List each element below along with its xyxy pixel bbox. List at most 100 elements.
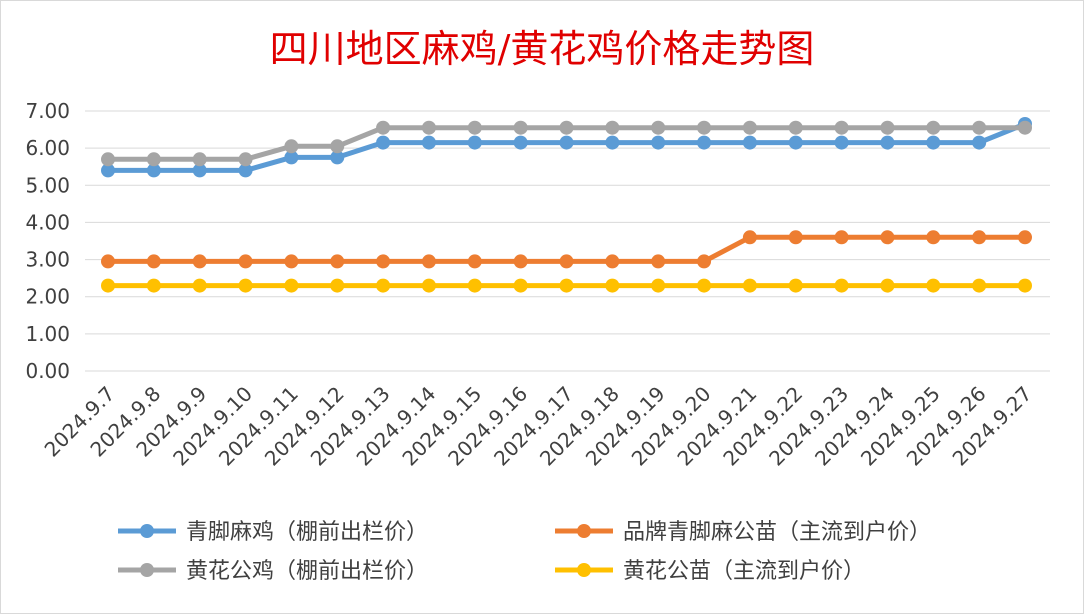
data-point — [101, 163, 115, 178]
legend: 青脚麻鸡（棚前出栏价） 品牌青脚麻公苗（主流到户价） 黄花公鸡（棚前出栏价） 黄花公苗… — [118, 520, 931, 584]
data-point — [880, 230, 895, 245]
data-point — [834, 135, 849, 150]
legend-item: 品牌青脚麻公苗（主流到户价） — [555, 520, 931, 545]
series-2 — [101, 120, 1032, 167]
chart-title: 四川地区麻鸡/黄花鸡价格走势图 — [269, 27, 815, 71]
series-group — [101, 117, 1032, 293]
data-point — [330, 278, 345, 293]
y-tick-label: 6.00 — [25, 136, 70, 160]
data-point — [788, 120, 803, 135]
data-point — [880, 120, 895, 135]
data-point — [788, 135, 803, 150]
data-point — [146, 163, 161, 178]
data-point — [467, 254, 482, 269]
data-point — [742, 135, 757, 150]
legend-label: 黄花公苗（主流到户价） — [623, 559, 865, 584]
legend-item: 黄花公苗（主流到户价） — [555, 559, 865, 584]
legend-item: 青脚麻鸡（棚前出栏价） — [118, 520, 428, 545]
data-point — [926, 135, 941, 150]
series-3 — [101, 278, 1032, 293]
data-point — [880, 135, 895, 150]
y-tick-label: 7.00 — [25, 99, 70, 123]
y-tick-labels: 0.00 1.00 2.00 3.00 4.00 5.00 6.00 7.00 — [25, 99, 70, 383]
data-point — [697, 120, 712, 135]
data-point — [651, 120, 666, 135]
series-0 — [101, 117, 1032, 178]
data-point — [605, 278, 620, 293]
legend-label: 品牌青脚麻公苗（主流到户价） — [623, 520, 931, 545]
data-point — [972, 135, 987, 150]
data-point — [376, 254, 391, 269]
data-point — [330, 150, 345, 165]
data-point — [697, 135, 712, 150]
data-point — [238, 278, 253, 293]
data-point — [467, 120, 482, 135]
data-point — [421, 120, 436, 135]
data-point — [101, 254, 115, 269]
data-point — [605, 254, 620, 269]
y-tick-label: 1.00 — [25, 322, 70, 346]
data-point — [146, 278, 161, 293]
y-tick-label: 4.00 — [25, 210, 70, 234]
data-point — [192, 278, 207, 293]
data-point — [834, 120, 849, 135]
data-point — [742, 120, 757, 135]
data-point — [513, 120, 528, 135]
data-point — [376, 120, 391, 135]
x-tick-labels: 2024.9.72024.9.82024.9.92024.9.102024.9.… — [40, 382, 1037, 471]
data-point — [421, 135, 436, 150]
data-point — [146, 152, 161, 167]
data-point — [376, 278, 391, 293]
data-point — [605, 135, 620, 150]
data-point — [788, 230, 803, 245]
legend-label: 青脚麻鸡（棚前出栏价） — [186, 520, 428, 545]
data-point — [651, 135, 666, 150]
data-point — [834, 230, 849, 245]
data-point — [697, 278, 712, 293]
data-point — [926, 278, 941, 293]
data-point — [559, 278, 574, 293]
data-point — [559, 120, 574, 135]
y-tick-label: 3.00 — [25, 248, 70, 272]
data-point — [559, 254, 574, 269]
data-point — [559, 135, 574, 150]
data-point — [330, 254, 345, 269]
data-point — [467, 278, 482, 293]
data-point — [926, 120, 941, 135]
data-point — [605, 120, 620, 135]
data-point — [926, 230, 941, 245]
data-point — [284, 139, 299, 154]
data-point — [192, 254, 207, 269]
data-point — [284, 254, 299, 269]
data-point — [192, 163, 207, 178]
data-point — [238, 152, 253, 167]
legend-swatch-marker — [140, 563, 154, 577]
data-point — [238, 163, 253, 178]
data-point — [284, 278, 299, 293]
data-point — [421, 254, 436, 269]
data-point — [972, 120, 987, 135]
data-point — [376, 135, 391, 150]
data-point — [467, 135, 482, 150]
legend-swatch-marker — [577, 563, 591, 577]
data-point — [1018, 230, 1032, 245]
data-point — [146, 254, 161, 269]
data-point — [651, 278, 666, 293]
data-point — [880, 278, 895, 293]
data-point — [788, 278, 803, 293]
series-1 — [101, 230, 1032, 269]
legend-item: 黄花公鸡（棚前出栏价） — [118, 559, 428, 584]
data-point — [1018, 278, 1032, 293]
grid-lines — [85, 110, 1050, 372]
legend-swatch-marker — [577, 524, 591, 538]
data-point — [513, 135, 528, 150]
y-tick-label: 5.00 — [25, 173, 70, 197]
data-point — [972, 278, 987, 293]
data-point — [192, 152, 207, 167]
data-point — [101, 152, 115, 167]
data-point — [421, 278, 436, 293]
data-point — [513, 254, 528, 269]
data-point — [742, 278, 757, 293]
